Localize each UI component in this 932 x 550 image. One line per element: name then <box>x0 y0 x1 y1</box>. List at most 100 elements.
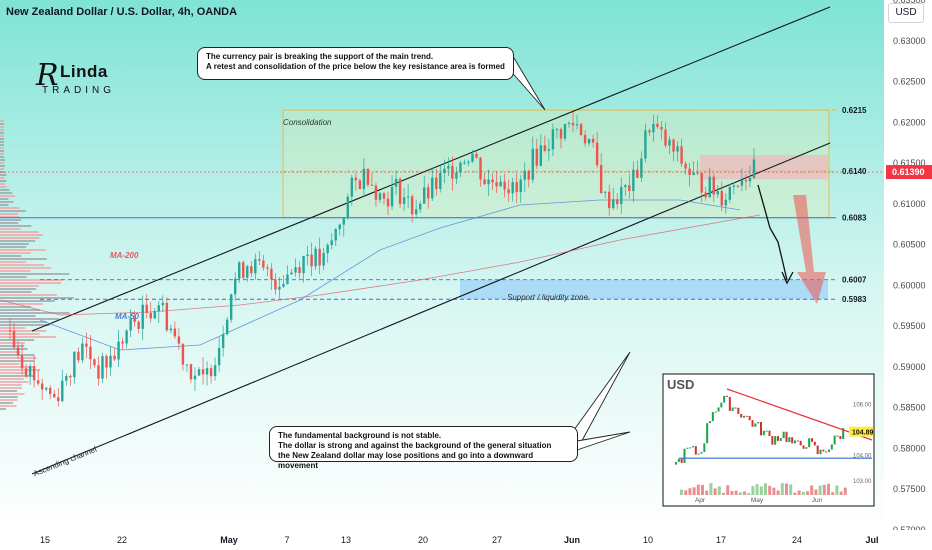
volume-profile-bar <box>0 312 70 314</box>
volume-profile-bar <box>0 261 27 263</box>
channel-lower-line <box>31 142 831 475</box>
candle-body <box>531 148 534 180</box>
volume-profile-bar <box>0 264 44 266</box>
inset-candle <box>723 395 726 403</box>
volume-profile-bar <box>0 318 60 320</box>
inset-volume-bar <box>780 483 784 495</box>
inset-volume-bar <box>759 486 763 495</box>
bottom-callout-line1: The fundamental background is not stable… <box>278 431 442 440</box>
candle-body <box>587 138 591 144</box>
candle-body <box>153 311 156 319</box>
candle-body <box>423 187 426 204</box>
volume-profile-bar <box>0 291 32 293</box>
inset-candle <box>762 430 765 436</box>
time-axis-tick: 20 <box>418 535 428 545</box>
inset-candle <box>686 447 689 449</box>
candle-body <box>189 364 193 380</box>
volume-profile-bar <box>0 399 18 401</box>
candle-body <box>133 318 136 322</box>
candle-body <box>121 341 124 344</box>
support-zone-label: Support / liquidity zone <box>507 293 588 302</box>
candle-body <box>632 169 635 192</box>
candle-body <box>157 305 160 312</box>
inset-volume-bar <box>764 483 767 495</box>
volume-profile-bar <box>0 234 43 236</box>
top-callout-line1: The currency pair is breaking the suppor… <box>206 52 434 61</box>
candle-body <box>161 302 165 306</box>
candle-body <box>177 336 181 344</box>
inset-candle <box>833 435 836 445</box>
candle-body <box>740 180 744 186</box>
candle-body <box>660 126 663 130</box>
candle-body <box>402 197 406 204</box>
candle-body <box>366 168 370 185</box>
price-axis-tick: 0.57500 <box>893 484 926 494</box>
inset-candle <box>714 411 717 413</box>
candle-body <box>314 248 317 267</box>
inset-candle <box>745 415 748 417</box>
volume-profile-bar <box>0 390 17 392</box>
candle-body <box>708 176 711 198</box>
volume-profile-bar <box>0 276 27 278</box>
candle-body <box>234 278 237 295</box>
inset-volume-bar <box>688 488 692 495</box>
inset-volume-bar <box>734 490 738 495</box>
time-axis-bg <box>0 530 932 550</box>
candle-body <box>49 387 52 394</box>
candle-body <box>712 176 715 195</box>
level-label: 0.6083 <box>842 214 867 223</box>
inset-candle <box>825 451 828 453</box>
candle-body <box>636 169 639 178</box>
candle-body <box>69 375 72 378</box>
candle-body <box>624 185 627 187</box>
candle-body <box>221 334 225 348</box>
candle-body <box>105 356 108 368</box>
candle-body <box>302 255 305 274</box>
currency-button[interactable]: USD <box>888 3 924 23</box>
volume-profile-bar <box>0 306 31 308</box>
price-axis-tick: 0.62000 <box>893 117 926 127</box>
volume-profile-bar <box>0 321 47 323</box>
candle-body <box>591 138 595 143</box>
volume-profile-bar <box>0 204 9 206</box>
bottom-callout-pointer-1 <box>573 351 631 449</box>
volume-profile-bar <box>0 150 4 152</box>
candle-body <box>599 165 603 194</box>
volume-profile-bar <box>0 147 4 149</box>
inset-candle <box>694 446 697 455</box>
candle-body <box>567 122 571 124</box>
inset-price-tick: 104.00 <box>853 453 872 459</box>
candle-body <box>620 186 623 205</box>
candle-body <box>354 177 358 181</box>
inset-volume-bar <box>730 491 734 495</box>
inset-candle <box>785 431 788 443</box>
inset-candle <box>791 437 794 444</box>
candle-body <box>330 240 333 245</box>
inset-candle <box>802 445 805 449</box>
volume-profile-bar <box>0 387 22 389</box>
candle-body <box>65 375 68 381</box>
candle-body <box>386 198 390 207</box>
volume-profile-bar <box>0 360 35 362</box>
volume-profile-bar <box>0 300 55 302</box>
volume-profile-bar <box>0 141 4 143</box>
volume-profile-bar <box>0 192 13 194</box>
candle-body <box>12 331 16 348</box>
candle-body <box>672 139 675 152</box>
candle-body <box>350 177 354 197</box>
inset-volume-bar <box>835 485 839 495</box>
volume-profile-bar <box>0 243 29 245</box>
volume-profile-bar <box>0 183 5 185</box>
candle-body <box>109 355 112 368</box>
inset-candle <box>689 447 692 449</box>
candle-body <box>515 182 518 193</box>
inset-volume-bar <box>814 489 818 495</box>
volume-profile-bar <box>0 132 4 134</box>
volume-profile-bar <box>0 408 6 410</box>
inset-candle <box>765 430 768 432</box>
candle-body <box>483 179 486 185</box>
inset-candle <box>808 438 811 448</box>
volume-profile-bar <box>0 330 47 332</box>
forecast-black-arrowhead <box>781 271 794 285</box>
price-axis-tick: 0.60000 <box>893 280 926 290</box>
